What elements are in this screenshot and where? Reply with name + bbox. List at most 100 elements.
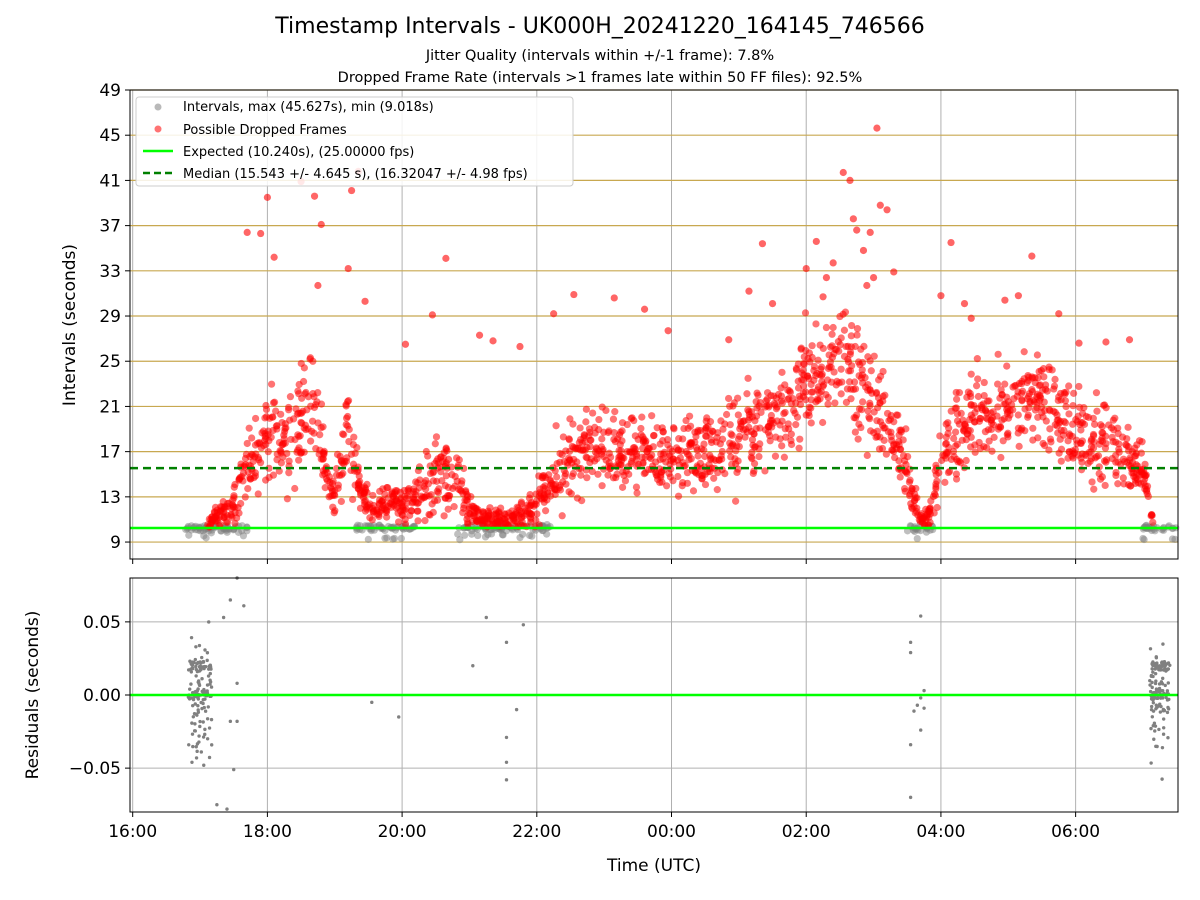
- dropped-frame-point: [1033, 351, 1041, 359]
- dropped-frame-point: [1126, 456, 1134, 464]
- residual-point: [201, 735, 206, 739]
- jitter-quality-subtitle: Jitter Quality (intervals within +/-1 fr…: [425, 48, 775, 64]
- dropped-frame-point: [1045, 363, 1053, 371]
- dropped-frame-point: [1004, 414, 1013, 422]
- residual-point: [908, 743, 913, 747]
- residual-point: [195, 749, 199, 754]
- residual-point: [207, 726, 212, 730]
- dropped-frame-point: [1102, 338, 1110, 346]
- top-ytick-label: 29: [99, 307, 121, 327]
- dropped-frame-point: [1075, 339, 1083, 347]
- x-tick-label: 16:00: [108, 822, 157, 842]
- top-ytick-label: 37: [99, 217, 121, 237]
- dropped-frame-point: [378, 498, 386, 506]
- dropped-frame-point: [263, 193, 271, 201]
- dropped-frame-point: [597, 443, 606, 451]
- dropped-frame-point: [887, 428, 895, 436]
- dropped-frame-point: [890, 441, 898, 449]
- dropped-frame-point: [878, 444, 887, 453]
- dropped-frame-point: [1028, 373, 1036, 381]
- dropped-frame-point: [618, 419, 627, 427]
- dropped-frame-point: [347, 186, 356, 195]
- residual-point: [196, 680, 200, 684]
- legend-marker-dropped: [154, 125, 162, 133]
- dropped-frame-point: [763, 389, 772, 397]
- dropped-frame-point: [565, 435, 573, 443]
- dropped-frame-point: [619, 468, 627, 476]
- dropped-frame-point: [735, 432, 744, 440]
- residual-point: [198, 664, 202, 668]
- dropped-frame-point: [457, 480, 466, 488]
- dropped-frame-point: [674, 472, 682, 481]
- dropped-frame-point: [851, 342, 859, 351]
- dropped-frame-point: [685, 441, 693, 449]
- dropped-frame-point: [355, 479, 363, 487]
- dropped-frame-point: [345, 438, 353, 446]
- dropped-frame-point: [1097, 437, 1105, 445]
- residual-point: [1150, 667, 1154, 671]
- dropped-frame-point: [321, 484, 329, 492]
- residual-point: [193, 729, 197, 733]
- dropped-frame-point: [648, 412, 656, 420]
- dropped-frame-point: [627, 460, 635, 468]
- dropped-frame-point: [799, 366, 807, 374]
- dropped-frame-point: [241, 493, 249, 501]
- dropped-frame-point: [489, 337, 497, 345]
- dropped-frame-point: [787, 400, 796, 408]
- residual-point: [203, 648, 207, 652]
- dropped-frame-point: [258, 429, 266, 437]
- dropped-frame-point: [567, 490, 575, 498]
- residual-point: [193, 722, 197, 726]
- dropped-frame-point: [338, 459, 347, 467]
- dropped-frame-point: [308, 417, 317, 425]
- dropped-frame-point: [974, 375, 982, 383]
- dropped-frame-point: [350, 433, 358, 441]
- dropped-frame-point: [633, 450, 641, 458]
- dropped-frame-point: [467, 493, 475, 501]
- dropped-frame-point: [269, 471, 278, 479]
- dropped-frame-point: [347, 450, 356, 458]
- dropped-frame-point: [1001, 380, 1009, 388]
- residual-point: [196, 703, 200, 708]
- residual-point: [1166, 667, 1170, 671]
- residual-point: [1148, 683, 1152, 687]
- residual-point: [504, 760, 509, 764]
- residual-point: [201, 659, 206, 664]
- dropped-frame-point: [872, 388, 881, 397]
- dropped-frame-point: [248, 434, 256, 442]
- dropped-frame-point: [953, 410, 962, 418]
- dropped-frame-point: [1132, 461, 1140, 469]
- dropped-frame-point: [1001, 296, 1009, 304]
- dropped-frame-point: [1045, 446, 1053, 454]
- residual-point: [1149, 761, 1153, 765]
- dropped-frame-point: [935, 469, 943, 477]
- dropped-frame-point: [628, 414, 636, 422]
- dropped-frame-point: [748, 436, 757, 444]
- bottom-y-ticks: 0.05 0.00 −0.05: [69, 613, 130, 779]
- dropped-frame-point: [881, 391, 889, 399]
- dropped-frame-point: [711, 464, 719, 472]
- residual-point: [370, 700, 374, 705]
- residual-point: [196, 661, 200, 665]
- top-plot-frame: [129, 89, 1179, 560]
- dropped-frame-point: [870, 429, 878, 437]
- dropped-frame-point: [933, 477, 941, 485]
- interval-point: [499, 531, 507, 539]
- residual-point: [192, 660, 196, 665]
- dropped-frame-point: [537, 490, 545, 498]
- dropped-frame-point: [317, 220, 325, 229]
- dropped-frame-point: [1091, 420, 1099, 428]
- dropped-frame-point: [954, 458, 962, 466]
- dropped-frame-point: [257, 229, 265, 238]
- dropped-frame-point: [283, 449, 291, 458]
- dropped-frame-point: [429, 477, 437, 485]
- dropped-frame-point: [639, 437, 647, 445]
- dropped-frame-point: [725, 394, 733, 403]
- residual-point: [203, 709, 208, 713]
- dropped-frame-point: [778, 442, 786, 450]
- dropped-frame-point: [867, 367, 875, 375]
- dropped-frame-point: [468, 502, 476, 510]
- dropped-frame-point: [842, 398, 851, 406]
- dropped-frame-point: [462, 487, 470, 495]
